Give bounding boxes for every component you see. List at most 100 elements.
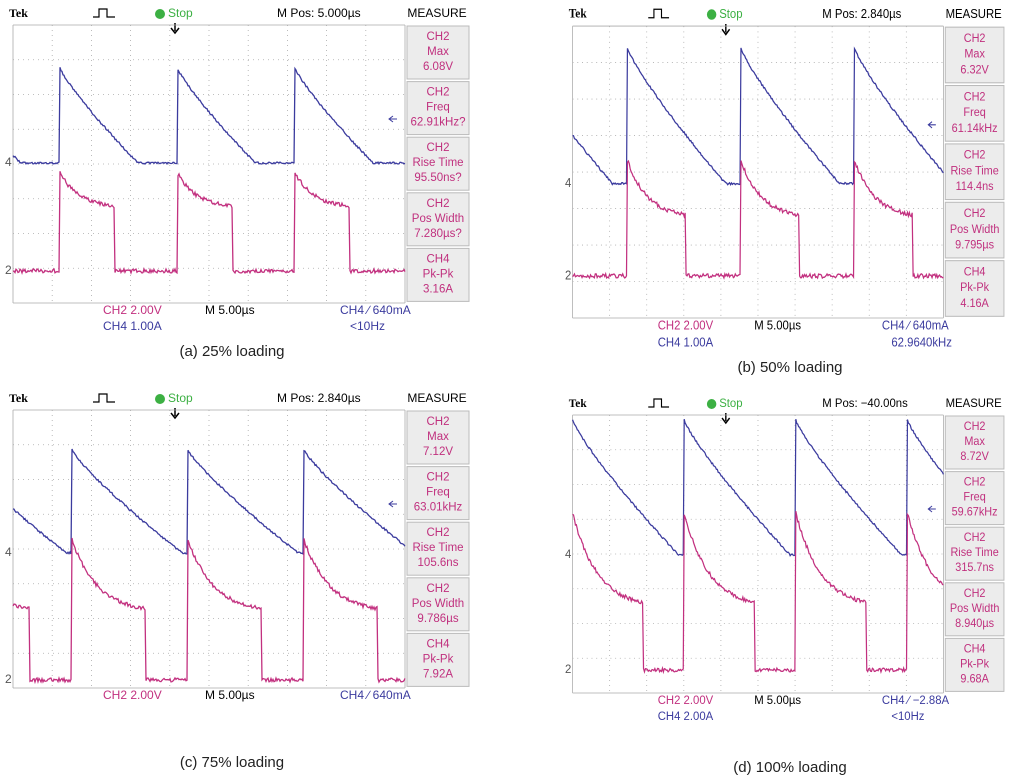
measure-value: 315.7ns xyxy=(955,562,994,574)
trigger-freq: <10Hz xyxy=(350,319,385,333)
status: Stop xyxy=(168,6,193,20)
measure-name: Freq xyxy=(963,491,985,503)
measure-channel: CH2 xyxy=(964,91,986,104)
trigger-freq: 62.9640kHz xyxy=(891,335,952,350)
caption: (c) 75% loading xyxy=(180,754,284,771)
run-dot xyxy=(155,9,165,19)
measure-channel: CH2 xyxy=(426,527,449,539)
measure-channel: CH4 xyxy=(964,643,986,655)
measure-name: Rise Time xyxy=(412,157,463,169)
screen-bg xyxy=(565,393,1005,725)
measure-name: Rise Time xyxy=(950,165,998,178)
measure-value: 6.08V xyxy=(423,61,453,73)
measure-value: 7.92A xyxy=(423,668,453,680)
measure-name: Max xyxy=(964,436,985,448)
measure-name: Pk-Pk xyxy=(423,653,454,665)
screen-bg xyxy=(5,3,470,335)
trigger: CH4 ∕ 640mA xyxy=(340,303,411,317)
scope-screen: Tek Stop M Pos: −40.00ns MEASURE 4 2 CH2 Max 8.7… xyxy=(565,393,1005,725)
trigger-freq: <10Hz xyxy=(891,710,924,723)
ch2-marker: 2 xyxy=(565,268,572,283)
ch4-scale: CH4 1.00A xyxy=(103,319,162,333)
measure-name: Pk-Pk xyxy=(423,268,454,280)
measure-name: Pos Width xyxy=(950,223,1000,236)
ch2-marker: 2 xyxy=(5,672,12,686)
measure-value: 7.280µs? xyxy=(414,228,462,240)
measure-channel: CH2 xyxy=(964,588,986,600)
figure: Tek Stop M Pos: 5.000µs MEASURE 4 2 CH2 Max 6.08… xyxy=(0,0,1011,779)
status: Stop xyxy=(168,391,193,405)
measure-value: 6.32V xyxy=(960,64,989,77)
measure-value: 8.940µs xyxy=(955,618,994,630)
caption: (d) 100% loading xyxy=(733,759,846,776)
run-dot xyxy=(155,394,165,404)
ch4-marker: 4 xyxy=(565,175,572,190)
measure-channel: CH2 xyxy=(426,31,449,43)
ch2-scale: CH2 2.00V xyxy=(103,303,162,317)
brand: Tek xyxy=(569,6,587,21)
ch4-marker: 4 xyxy=(5,545,12,559)
measure-title: MEASURE xyxy=(946,6,1002,21)
m-pos: M Pos: 5.000µs xyxy=(277,6,361,20)
m-pos: M Pos: 2.840µs xyxy=(277,391,361,405)
screen-bg xyxy=(5,388,470,720)
measure-name: Max xyxy=(427,431,449,443)
run-dot xyxy=(707,399,716,409)
measure-value: 9.68A xyxy=(960,673,989,685)
measure-channel: CH2 xyxy=(426,472,449,484)
brand: Tek xyxy=(9,391,28,405)
ch4-marker: 4 xyxy=(5,155,12,169)
ch2-scale: CH2 2.00V xyxy=(658,694,714,707)
status: Stop xyxy=(719,397,742,410)
measure-channel: CH4 xyxy=(426,253,450,265)
timebase: M 5.00µs xyxy=(754,694,801,707)
trigger: CH4 ∕ 640mA xyxy=(340,688,411,702)
ch4-scale: CH4 2.00A xyxy=(658,710,714,723)
ch4-marker: 4 xyxy=(565,548,572,561)
measure-name: Freq xyxy=(426,487,450,499)
measure-channel: CH2 xyxy=(964,208,986,221)
m-pos: M Pos: 2.840µs xyxy=(822,6,901,21)
measure-value: 114.4ns xyxy=(956,181,994,194)
caption: (a) 25% loading xyxy=(179,343,284,360)
brand: Tek xyxy=(569,396,587,409)
measure-channel: CH2 xyxy=(964,149,986,162)
caption: (b) 50% loading xyxy=(737,359,842,376)
measure-channel: CH2 xyxy=(426,198,449,210)
run-dot xyxy=(707,9,716,20)
brand: Tek xyxy=(9,6,28,20)
m-pos: M Pos: −40.00ns xyxy=(822,397,908,410)
trigger: CH4 ∕ −2.88A xyxy=(882,694,949,707)
measure-title: MEASURE xyxy=(946,397,1002,410)
measure-value: 59.67kHz xyxy=(952,506,998,518)
measure-name: Pos Width xyxy=(412,213,464,225)
measure-name: Max xyxy=(427,46,449,58)
measure-value: 63.01kHz xyxy=(414,502,463,514)
measure-value: 3.16A xyxy=(423,283,453,295)
measure-name: Freq xyxy=(426,102,450,114)
measure-channel: CH2 xyxy=(426,583,449,595)
measure-value: 7.12V xyxy=(423,446,453,458)
measure-name: Rise Time xyxy=(950,547,998,559)
measure-value: 61.14kHz xyxy=(952,122,998,135)
measure-channel: CH2 xyxy=(964,532,986,544)
page: Tek Stop M Pos: 5.000µs MEASURE 4 2 CH2 Max 6.08… xyxy=(0,0,1011,779)
measure-name: Freq xyxy=(963,107,985,120)
measure-name: Pos Width xyxy=(412,598,464,610)
measure-value: 105.6ns xyxy=(418,557,459,569)
measure-value: 4.16A xyxy=(960,297,989,310)
measure-value: 9.786µs xyxy=(417,613,458,625)
ch2-marker: 2 xyxy=(565,663,571,676)
ch4-scale: CH4 1.00A xyxy=(658,335,713,350)
ch2-scale: CH2 2.00V xyxy=(658,318,713,333)
measure-channel: CH4 xyxy=(426,638,450,650)
measure-name: Rise Time xyxy=(412,542,463,554)
measure-value: 62.91kHz? xyxy=(411,117,466,129)
timebase: M 5.00µs xyxy=(754,318,801,333)
measure-name: Pk-Pk xyxy=(960,282,989,295)
measure-value: 8.72V xyxy=(960,451,989,463)
measure-name: Max xyxy=(964,48,985,61)
